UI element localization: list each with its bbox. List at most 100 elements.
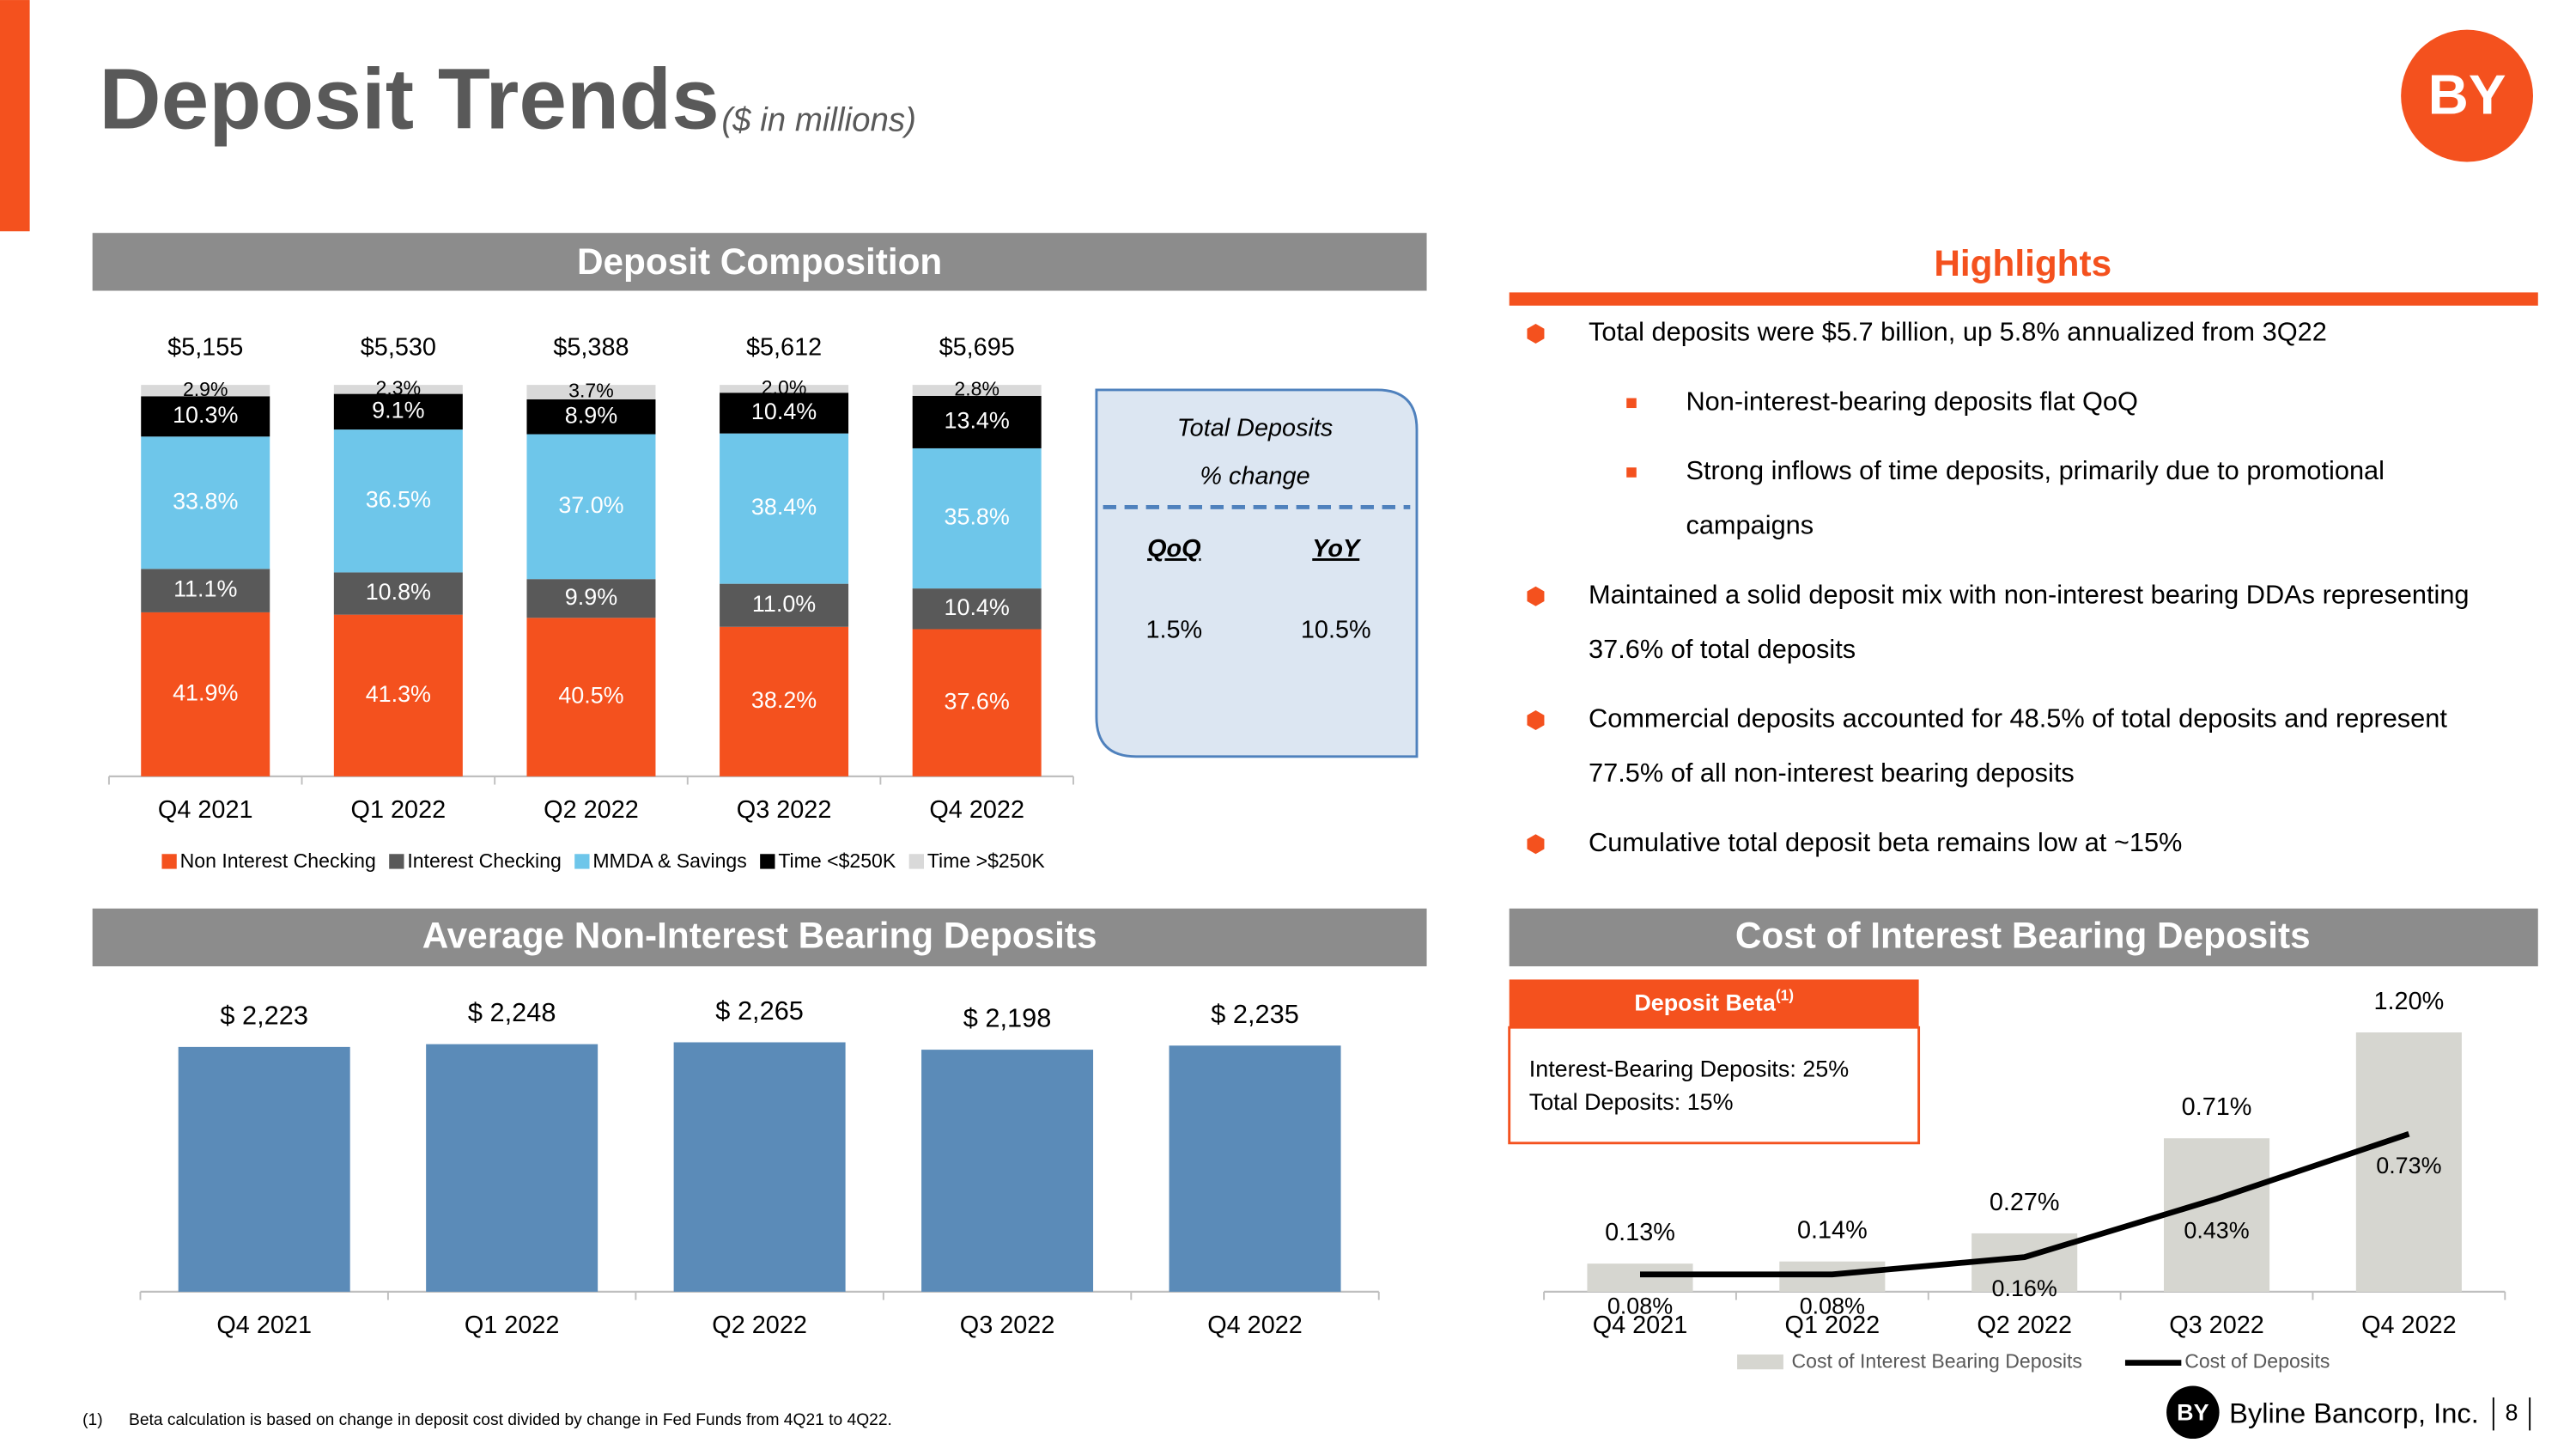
highlights-rule — [1509, 292, 2538, 306]
value-label: 38.4% — [751, 494, 817, 520]
value-label: $ 2,265 — [715, 995, 804, 1026]
value-label: $ 2,248 — [468, 997, 556, 1027]
beta-title: Deposit Beta(1) — [1634, 986, 1794, 1015]
legend-label: Cost of Interest Bearing Deposits — [1792, 1350, 2082, 1373]
total-label: $5,695 — [939, 333, 1015, 361]
legend-label: Time <$250K — [778, 849, 896, 872]
value-label: 0.16% — [1992, 1275, 2057, 1301]
box-value: 10.5% — [1301, 616, 1371, 643]
x-tick-label: Q1 2022 — [465, 1312, 560, 1339]
total-label: $5,155 — [167, 333, 243, 361]
value-label: 33.8% — [173, 488, 238, 514]
value-label: $ 2,223 — [220, 1000, 308, 1030]
value-label: 2.3% — [376, 376, 422, 399]
value-label: 41.9% — [173, 680, 238, 706]
value-label: 3.7% — [568, 380, 614, 402]
value-label: 0.71% — [2182, 1093, 2252, 1121]
slide-subtitle: ($ in millions) — [721, 102, 916, 139]
value-label: 35.8% — [945, 504, 1010, 530]
bar-segment — [720, 385, 849, 393]
bar-segment — [912, 395, 1042, 448]
value-label: 0.43% — [2184, 1217, 2249, 1243]
panel-title: Cost of Interest Bearing Deposits — [1735, 916, 2311, 956]
value-label: 10.8% — [366, 579, 431, 605]
bar — [2355, 1032, 2462, 1292]
highlights-title: Highlights — [1934, 243, 2111, 283]
x-tick-label: Q4 2022 — [929, 796, 1024, 824]
beta-title-text: Deposit Beta — [1634, 989, 1776, 1015]
total-label: $5,612 — [746, 333, 822, 361]
bar-segment — [526, 385, 656, 399]
value-label: 0.08% — [1800, 1293, 1865, 1318]
footer-logo-text: BY — [2177, 1399, 2208, 1425]
bar-segment — [526, 579, 656, 618]
panel-header — [92, 233, 1427, 291]
x-tick-label: Q1 2022 — [351, 796, 447, 824]
box-header: YoY — [1312, 535, 1362, 563]
slide-title: Deposit Trends — [99, 52, 719, 148]
value-label: 0.08% — [1607, 1293, 1673, 1318]
footer-company: Byline Bancorp, Inc. — [2229, 1397, 2479, 1429]
bar-segment — [912, 385, 1042, 396]
sub-bullet — [1626, 398, 1637, 409]
beta-line: Interest-Bearing Deposits: 25% — [1529, 1056, 1849, 1081]
logo-text: BY — [2428, 64, 2506, 126]
value-label: 0.14% — [1797, 1217, 1868, 1245]
bar-segment — [912, 447, 1042, 589]
value-label: 2.9% — [183, 378, 228, 400]
bar-segment — [720, 583, 849, 627]
bar-segment — [333, 572, 463, 615]
highlight-text: Strong inflows of time deposits, primari… — [1686, 455, 2385, 485]
x-tick-label: Q4 2021 — [1593, 1312, 1688, 1339]
legend-swatch — [760, 854, 775, 869]
highlight-text: campaigns — [1686, 510, 1814, 540]
x-tick-label: Q1 2022 — [1785, 1312, 1880, 1339]
line — [1640, 1131, 2410, 1278]
x-tick-label: Q4 2021 — [216, 1312, 312, 1339]
legend-label: Cost of Deposits — [2184, 1350, 2330, 1373]
page-number: 8 — [2506, 1399, 2518, 1425]
legend-swatch — [389, 854, 404, 869]
legend-swatch — [161, 854, 177, 869]
highlight-text: 37.6% of total deposits — [1589, 634, 1856, 664]
legend-label: Non Interest Checking — [180, 849, 376, 872]
bar-segment — [526, 618, 656, 776]
legend-swatch — [574, 854, 590, 869]
x-tick-label: Q4 2021 — [158, 796, 253, 824]
x-tick-label: Q3 2022 — [2169, 1312, 2264, 1339]
value-label: 40.5% — [558, 683, 623, 709]
highlight-text: Total deposits were $5.7 billion, up 5.8… — [1589, 317, 2327, 347]
value-label: 9.1% — [372, 397, 424, 423]
x-tick-label: Q4 2022 — [1207, 1312, 1303, 1339]
highlight-text: Maintained a solid deposit mix with non-… — [1589, 579, 2470, 609]
bar — [1169, 1045, 1341, 1292]
bar-segment — [333, 429, 463, 573]
bar-segment — [141, 612, 270, 776]
value-label: 36.5% — [366, 486, 431, 512]
x-tick-label: Q2 2022 — [712, 1312, 807, 1339]
value-label: 0.27% — [1990, 1189, 2060, 1216]
bar-segment — [141, 569, 270, 612]
footer-logo — [2166, 1385, 2220, 1440]
highlight-text: 77.5% of all non-interest bearing deposi… — [1589, 758, 2075, 788]
value-label: 8.9% — [565, 402, 617, 428]
bar-segment — [141, 385, 270, 397]
x-tick-label: Q2 2022 — [1977, 1312, 2072, 1339]
highlight-text: Commercial deposits accounted for 48.5% … — [1589, 703, 2447, 734]
value-label: 9.9% — [565, 584, 617, 610]
bar-segment — [720, 433, 849, 584]
bar — [2164, 1138, 2270, 1292]
bar-segment — [141, 396, 270, 437]
value-label: 13.4% — [945, 408, 1010, 434]
value-label: 41.3% — [366, 681, 431, 707]
logo — [2401, 29, 2533, 162]
bar-segment — [141, 436, 270, 569]
value-label: 37.6% — [945, 688, 1010, 714]
value-label: 2.0% — [762, 376, 807, 399]
sub-bullet — [1626, 467, 1637, 478]
total-deposits-box — [1095, 388, 1419, 758]
box-subtitle: % change — [1200, 462, 1309, 490]
value-label: 0.13% — [1605, 1219, 1675, 1246]
beta-line: Total Deposits: 15% — [1529, 1089, 1734, 1115]
